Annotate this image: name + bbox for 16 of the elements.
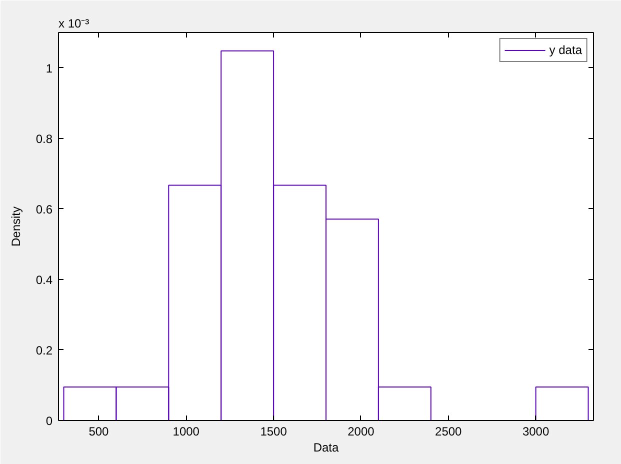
y-tick-label: 1 [46,61,53,76]
y-tick-label: 0.2 [36,343,53,358]
text: x 10⁻³ [58,16,90,30]
x-tick-label: 2000 [348,424,375,438]
y-tick-label: 0.8 [36,132,53,146]
x-tick-label: 2500 [435,424,462,438]
x-tick-label: 3000 [522,424,550,438]
y-axis-title: Density [8,206,23,247]
x-axis-title: Data [313,440,339,454]
y-tick-label: 0.6 [36,202,53,216]
x-tick-label: 1500 [260,424,288,438]
x-tick-label: 500 [88,424,110,438]
legend-label: y data [549,43,582,57]
x-tick-label: 1000 [172,424,200,438]
y-tick-label: 0 [46,414,53,428]
y-tick-label: 0.4 [36,272,53,287]
